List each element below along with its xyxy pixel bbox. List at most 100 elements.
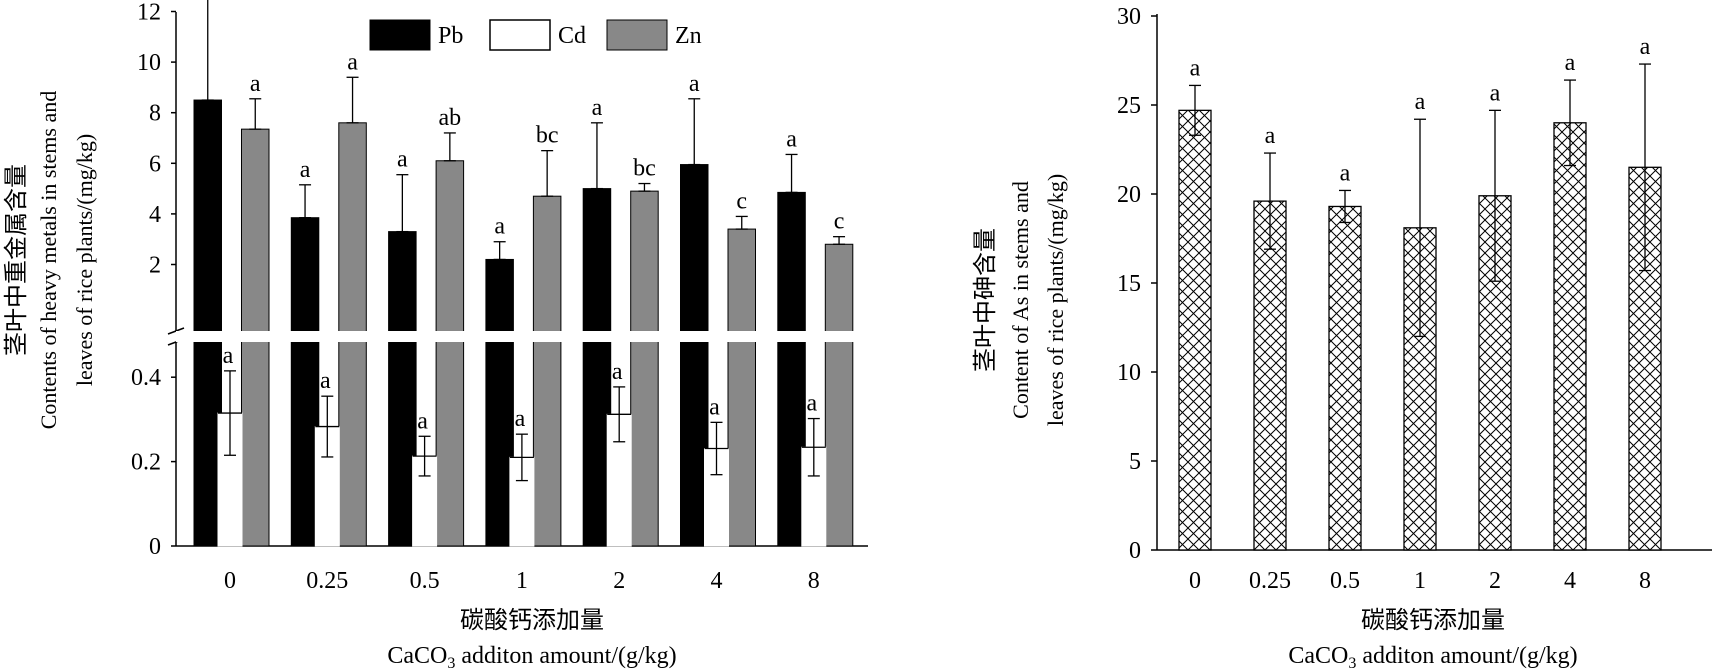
bar-as bbox=[1553, 122, 1587, 551]
y-tick-label: 12 bbox=[137, 0, 161, 26]
errorbar-pb bbox=[785, 153, 798, 194]
y-tick-label: 10 bbox=[137, 50, 161, 76]
errorbar-cd bbox=[224, 370, 236, 456]
errorbar-cd bbox=[807, 417, 820, 477]
bar-zn bbox=[727, 228, 756, 547]
legend-item-pb: Pb bbox=[369, 19, 463, 51]
significance-letter-zn: c bbox=[834, 209, 845, 235]
x-axis-label-en: CaCO3 additon amount/(g/kg) bbox=[387, 643, 676, 672]
x-tick-label: 0.25 bbox=[1249, 568, 1291, 594]
bar-as bbox=[1328, 205, 1362, 551]
bar-pb bbox=[290, 217, 320, 547]
legend-item-zn: Zn bbox=[606, 19, 702, 51]
significance-letter-pb: a bbox=[786, 126, 797, 152]
bar-zn bbox=[435, 160, 465, 547]
x-axis-label-left: 碳酸钙添加量 CaCO3 additon amount/(g/kg) bbox=[387, 607, 676, 672]
svg-text:Pb: Pb bbox=[438, 23, 463, 49]
y-tick-label: 30 bbox=[1117, 4, 1141, 30]
x-tick-label: 4 bbox=[711, 568, 723, 594]
legend: Pb Cd Zn bbox=[369, 19, 702, 51]
significance-letter-pb: a bbox=[689, 71, 700, 97]
bar-pb bbox=[582, 188, 612, 547]
significance-letter-as: a bbox=[1640, 34, 1651, 60]
errorbar-pb bbox=[590, 122, 603, 190]
significance-letter-as: a bbox=[1265, 123, 1276, 149]
x-axis-label-cn: 碳酸钙添加量 bbox=[1361, 607, 1505, 634]
x-axis-label-right: 碳酸钙添加量 CaCO3 additon amount/(g/kg) bbox=[1288, 607, 1577, 672]
y-tick-label: 0.2 bbox=[131, 450, 161, 476]
x-tick-label: 0.5 bbox=[410, 568, 440, 594]
y-tick-label: 6 bbox=[149, 151, 161, 177]
significance-letter-pb: a bbox=[494, 214, 505, 240]
significance-letter-as: a bbox=[1490, 80, 1501, 106]
significance-letter-pb: a bbox=[300, 157, 311, 183]
x-tick-label: 4 bbox=[1564, 568, 1576, 594]
x-axis-label-en: CaCO3 additon amount/(g/kg) bbox=[1288, 643, 1577, 672]
bar-pb bbox=[680, 164, 709, 547]
legend-item-cd: Cd bbox=[489, 19, 586, 51]
significance-letter-pb: a bbox=[397, 147, 408, 173]
bar-pb bbox=[485, 258, 514, 547]
y-tick-label: 15 bbox=[1117, 271, 1141, 297]
x-tick-label: 0 bbox=[224, 568, 236, 594]
errorbar-as bbox=[1339, 189, 1351, 224]
y-axis-label-cn: 茎叶中砷含量 bbox=[971, 228, 999, 372]
y-tick-label: 0.4 bbox=[131, 365, 161, 391]
x-tick-label: 1 bbox=[1414, 568, 1426, 594]
significance-letter-as: a bbox=[1565, 50, 1576, 76]
significance-letter-zn: ab bbox=[439, 105, 462, 131]
x-axis-label-cn: 碳酸钙添加量 bbox=[460, 607, 604, 634]
x-tick-label: 0.5 bbox=[1330, 568, 1360, 594]
bar-pb bbox=[777, 191, 806, 547]
x-tick-label: 2 bbox=[1489, 568, 1501, 594]
y-axis-label-en-line1: Contents of heavy metals in stems and bbox=[36, 91, 61, 430]
errorbar-cd bbox=[515, 433, 528, 482]
errorbar-zn bbox=[541, 149, 554, 197]
significance-letter-cd: a bbox=[320, 368, 331, 394]
bar-zn bbox=[532, 195, 562, 547]
bar-pb bbox=[388, 231, 417, 547]
significance-letter-zn: a bbox=[347, 49, 358, 75]
significance-letter-zn: bc bbox=[536, 123, 559, 149]
y-ticks: 00.20.42468101214 bbox=[131, 0, 176, 560]
errorbar-zn bbox=[638, 182, 651, 192]
errorbar-zn bbox=[735, 215, 748, 230]
y-ticks: 0 5 10 15 20 25 30 bbox=[1117, 4, 1157, 564]
bars: aaaaaaaabaabcaabcaacaaca bbox=[193, 0, 854, 547]
errorbar-cd bbox=[613, 386, 626, 443]
significance-letter-zn: a bbox=[250, 71, 261, 97]
y-tick-label: 0 bbox=[1129, 538, 1141, 564]
y-axis-label-cn: 茎叶中重金属含量 bbox=[2, 164, 30, 356]
y-axis-label-left: 茎叶中重金属含量 Contents of heavy metals in ste… bbox=[2, 91, 97, 430]
arsenic-chart: 茎叶中砷含量 Content of As in stems and leaves… bbox=[971, 4, 1712, 672]
y-tick-label: 4 bbox=[149, 202, 161, 228]
significance-letter-pb: a bbox=[592, 95, 603, 121]
x-tick-labels: 0 0.25 0.5 1 2 4 8 bbox=[1189, 568, 1651, 594]
significance-letter-zn: c bbox=[736, 188, 747, 214]
errorbar-cd bbox=[321, 395, 334, 458]
errorbar-pb bbox=[688, 98, 701, 166]
errorbar-zn bbox=[443, 132, 456, 162]
svg-text:Zn: Zn bbox=[675, 23, 702, 49]
errorbar-cd bbox=[418, 435, 431, 477]
significance-letter-cd: a bbox=[709, 394, 720, 420]
bar-as bbox=[1253, 200, 1287, 551]
y-axis-label-en-line2: leaves of rice plants/(mg/kg) bbox=[1043, 174, 1068, 426]
errorbar-zn bbox=[346, 76, 359, 124]
x-tick-label: 8 bbox=[1639, 568, 1651, 594]
significance-letter-zn: bc bbox=[633, 156, 656, 182]
errorbar-zn bbox=[249, 98, 262, 130]
errorbar-pb bbox=[201, 0, 214, 101]
y-tick-label: 2 bbox=[149, 253, 161, 279]
axis-break-gap bbox=[176, 331, 876, 342]
significance-letter-as: a bbox=[1415, 89, 1426, 115]
significance-letter-cd: a bbox=[223, 343, 234, 369]
significance-letter-as: a bbox=[1190, 55, 1201, 81]
y-tick-label: 20 bbox=[1117, 182, 1141, 208]
errorbar-as bbox=[1639, 63, 1651, 272]
errorbar-pb bbox=[493, 241, 506, 261]
x-tick-label: 0.25 bbox=[306, 568, 348, 594]
y-tick-label: 10 bbox=[1117, 360, 1141, 386]
bar-zn bbox=[824, 243, 854, 547]
